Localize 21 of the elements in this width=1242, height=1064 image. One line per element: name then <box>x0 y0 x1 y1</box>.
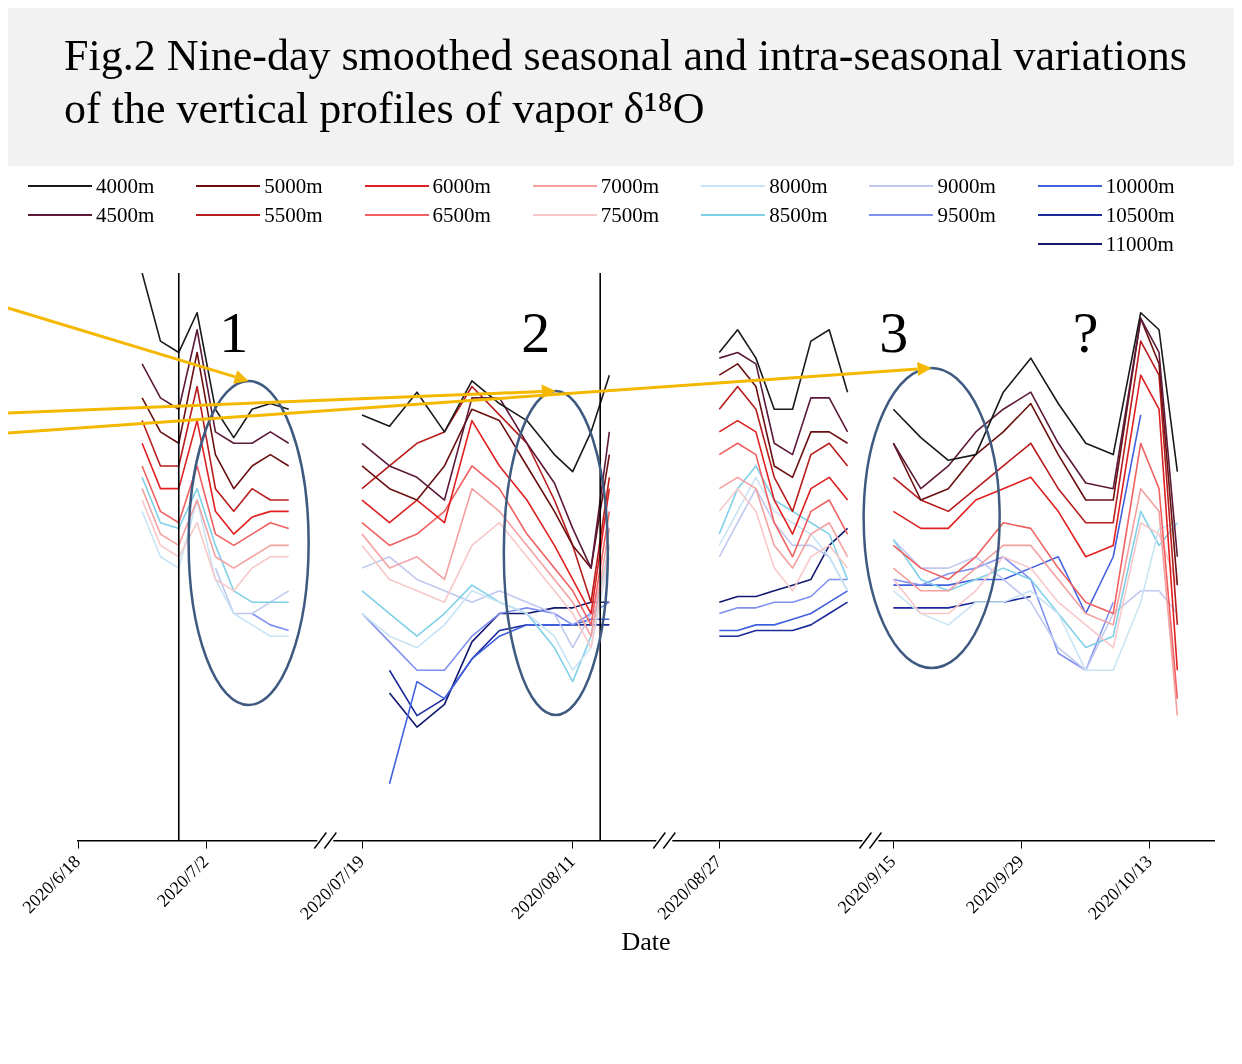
x-axis-title: Date <box>621 926 671 956</box>
annotation: 3 <box>879 300 909 365</box>
annotation: 1 <box>219 300 249 365</box>
legend-label: 9500m <box>937 202 996 228</box>
legend-label: 7500m <box>600 202 660 228</box>
legend-label: 4000m <box>96 173 155 199</box>
legend-label: 10000m <box>1105 173 1175 199</box>
legend-label: 9000m <box>937 173 996 199</box>
chart-title: Fig.2 Nine-day smoothed seasonal and intra-seasonal variations of the vertical profiles of vapor δ¹⁸O <box>8 8 1234 166</box>
legend-label: 4500m <box>96 202 155 228</box>
legend-label: 5000m <box>264 173 323 199</box>
legend-label: 8500m <box>769 202 828 228</box>
legend-label: 6500m <box>432 202 491 228</box>
annotation: 2 <box>521 300 551 365</box>
legend-label: 11000m <box>1105 231 1174 257</box>
legend-label: 8000m <box>769 173 828 199</box>
legend-label: 10500m <box>1105 202 1175 228</box>
legend-label: 5500m <box>264 202 323 228</box>
legend-label: 6000m <box>432 173 491 199</box>
legend-label: 7000m <box>600 173 660 199</box>
annotation: ? <box>1072 300 1099 365</box>
